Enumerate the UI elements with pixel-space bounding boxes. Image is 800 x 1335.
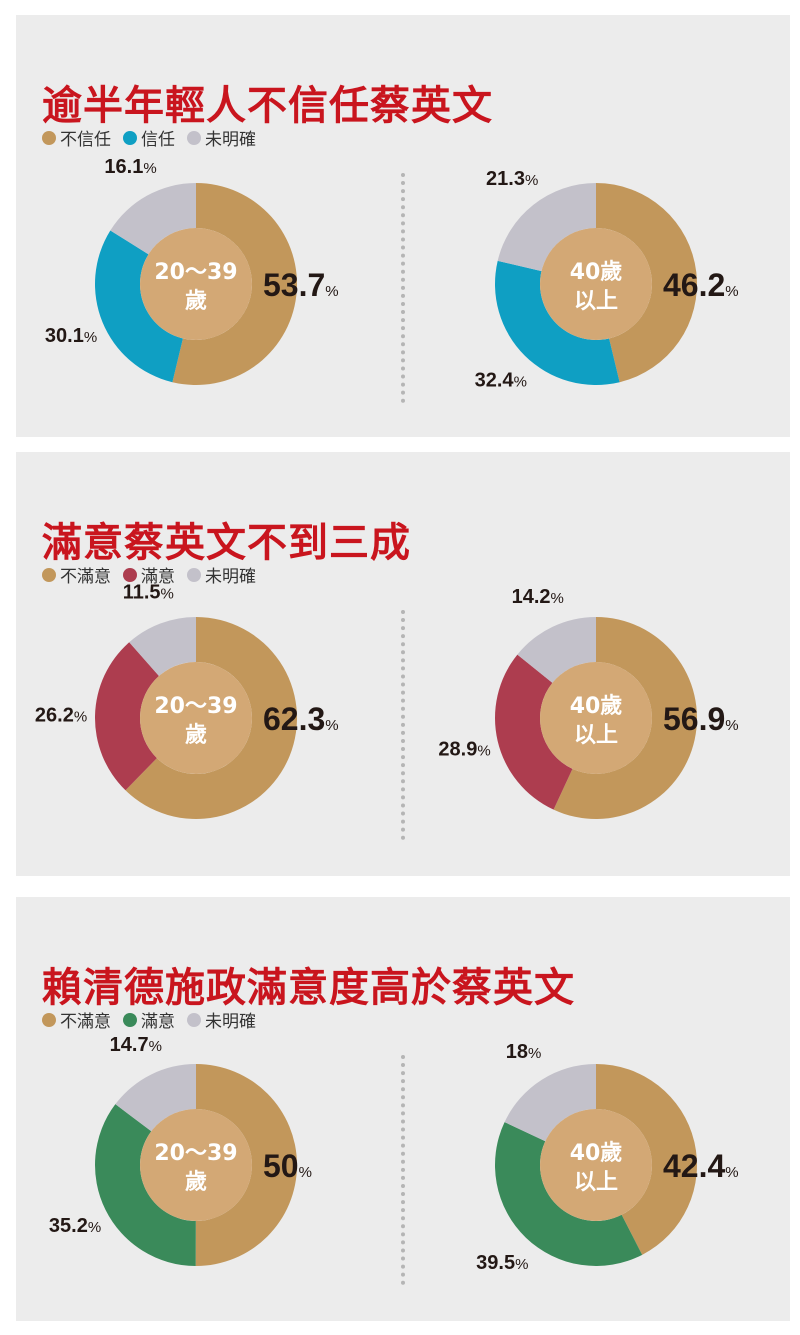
legend-label: 不信任 (60, 130, 111, 150)
donut-slice (517, 617, 596, 683)
age-group-label: 以上 (574, 723, 618, 748)
legend-swatch (187, 567, 201, 582)
slice-value-label: 14.7% (110, 1034, 162, 1056)
donut-center (540, 662, 652, 774)
slice-value-label: 26.2% (35, 705, 87, 727)
donut-slice (596, 183, 697, 383)
slice-value-label: 53.7% (263, 267, 339, 303)
donut-slice (495, 654, 573, 810)
slice-value-label: 30.1% (45, 325, 97, 347)
legend-label: 信任 (141, 130, 175, 150)
slice-value-label: 21.3% (486, 168, 538, 190)
legend: 不滿意 滿意 未明確 (42, 562, 256, 587)
donut-slice (129, 617, 196, 676)
donut-slice (596, 1064, 697, 1255)
legend-swatch (123, 1012, 137, 1027)
age-group-label: 以上 (574, 1170, 618, 1195)
panel-divider (401, 610, 405, 840)
donut-slice (115, 1064, 196, 1132)
donut-slice (172, 183, 298, 386)
legend-item: 信任 (123, 125, 175, 150)
donut-chart: 20～39 歲 50% 35.2% 14.7% (49, 1034, 312, 1266)
slice-value-label: 32.4% (475, 370, 527, 392)
legend-swatch (42, 1012, 56, 1027)
donut-center (540, 228, 652, 340)
legend-item: 不滿意 (42, 562, 111, 587)
panel-title: 滿意蔡英文不到三成 (42, 520, 411, 566)
age-group-label: 20～39 (154, 694, 237, 719)
donut-center (140, 662, 252, 774)
donut-center (140, 228, 252, 340)
slice-value-label: 35.2% (49, 1215, 101, 1237)
legend-label: 不滿意 (60, 1012, 111, 1032)
slice-value-label: 62.3% (263, 701, 339, 737)
legend-swatch (187, 130, 201, 145)
legend-item: 未明確 (187, 125, 256, 150)
legend: 不滿意 滿意 未明確 (42, 1007, 256, 1032)
legend-label: 滿意 (141, 1012, 175, 1032)
legend: 不信任 信任 未明確 (42, 125, 256, 150)
age-group-label: 20～39 (154, 260, 237, 285)
panel-divider (401, 1055, 405, 1285)
donut-slice (553, 617, 697, 819)
age-group-label: 40歲 (570, 694, 623, 719)
legend-swatch (123, 130, 137, 145)
slice-value-label: 39.5% (476, 1252, 528, 1274)
slice-value-label: 18% (506, 1041, 542, 1063)
donut-slice (95, 230, 183, 383)
slice-value-label: 42.4% (663, 1148, 739, 1184)
age-group-label: 以上 (574, 289, 618, 314)
donut-slice (504, 1064, 596, 1142)
slice-value-label: 16.1% (104, 156, 156, 178)
age-group-label: 歲 (185, 723, 207, 748)
legend-item: 不信任 (42, 125, 111, 150)
donut-slice (95, 1104, 196, 1266)
donut-center (140, 1109, 252, 1221)
donut-slice (125, 617, 297, 819)
legend-item: 滿意 (123, 562, 175, 587)
slice-value-label: 50% (263, 1148, 312, 1184)
donut-slice (495, 260, 620, 385)
age-group-label: 歲 (185, 1170, 207, 1195)
slice-value-label: 14.2% (512, 586, 564, 608)
panel-title: 逾半年輕人不信任蔡英文 (42, 83, 493, 129)
legend-label: 滿意 (141, 567, 175, 587)
legend-label: 未明確 (205, 130, 256, 150)
legend-swatch (123, 567, 137, 582)
donut-center (540, 1109, 652, 1221)
age-group-label: 40歲 (570, 260, 623, 285)
slice-value-label: 11.5% (123, 582, 174, 604)
age-group-label: 20～39 (154, 1141, 237, 1166)
donut-chart: 20～39 歲 62.3% 26.2% 11.5% (35, 582, 339, 819)
legend-item: 未明確 (187, 562, 256, 587)
legend-label: 未明確 (205, 1012, 256, 1032)
donut-chart: 20～39 歲 53.7% 30.1% 16.1% (45, 156, 339, 386)
legend-label: 未明確 (205, 567, 256, 587)
panel-title: 賴清德施政滿意度高於蔡英文 (42, 965, 575, 1011)
donut-slice (195, 1064, 298, 1266)
panel-divider (401, 173, 405, 403)
legend-swatch (187, 1012, 201, 1027)
donut-slice (497, 183, 596, 272)
legend-item: 滿意 (123, 1007, 175, 1032)
legend-swatch (42, 130, 56, 145)
legend-item: 未明確 (187, 1007, 256, 1032)
legend-item: 不滿意 (42, 1007, 111, 1032)
slice-value-label: 56.9% (663, 701, 739, 737)
donut-slice (495, 1122, 643, 1266)
donut-slice (110, 183, 196, 255)
legend-label: 不滿意 (60, 567, 111, 587)
age-group-label: 40歲 (570, 1141, 623, 1166)
donut-slice (95, 642, 159, 791)
age-group-label: 歲 (185, 289, 207, 314)
legend-swatch (42, 567, 56, 582)
slice-value-label: 28.9% (438, 739, 490, 761)
slice-value-label: 46.2% (663, 267, 739, 303)
